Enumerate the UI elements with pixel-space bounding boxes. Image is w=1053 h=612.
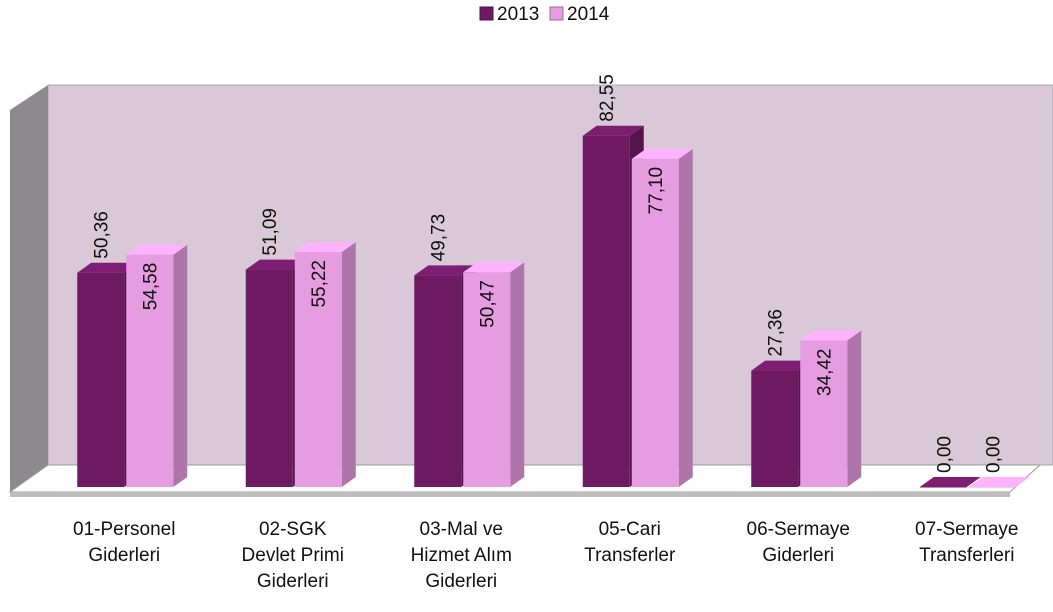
bar-side <box>510 262 525 487</box>
value-label: 34,42 <box>815 349 836 397</box>
x-tick-label: 05-Cari Transferler <box>584 519 676 566</box>
side-wall <box>10 85 48 492</box>
value-label: 50,36 <box>92 211 113 259</box>
x-tick-label: 01-Personel Giderleri <box>73 519 175 566</box>
x-tick-label: 06-Sermaye Giderleri <box>747 519 851 566</box>
value-label: 55,22 <box>309 260 330 308</box>
bar <box>294 252 342 487</box>
value-label: 0,00 <box>983 436 1004 473</box>
value-label: 27,36 <box>766 309 787 357</box>
bar <box>414 275 462 487</box>
bar-top <box>463 262 525 273</box>
legend-swatch <box>549 6 564 21</box>
bar <box>919 487 967 488</box>
bar-side <box>341 242 356 487</box>
value-label: 49,73 <box>429 214 450 262</box>
legend-label: 2013 <box>497 4 539 25</box>
bar-top <box>294 242 356 253</box>
value-label: 77,10 <box>646 167 667 215</box>
bar-top <box>919 477 981 487</box>
bar <box>77 272 125 487</box>
bar-side <box>847 330 862 487</box>
legend-label: 2014 <box>567 4 610 25</box>
bar-top <box>751 360 813 371</box>
bar-top <box>631 148 693 159</box>
bar <box>126 254 174 487</box>
bar <box>968 487 1016 488</box>
bar <box>582 135 630 487</box>
legend-swatch <box>479 6 494 21</box>
value-label: 0,00 <box>934 436 955 473</box>
bar-top <box>77 262 139 273</box>
x-tick-label: 03-Mal ve Hizmet Alım Giderleri <box>411 519 512 592</box>
back-wall <box>47 84 1053 466</box>
bar-top <box>126 244 188 255</box>
bar <box>631 158 679 487</box>
value-label: 50,47 <box>478 280 499 328</box>
bar <box>463 272 511 487</box>
bar-top <box>800 330 862 341</box>
bar <box>751 370 799 487</box>
x-tick-label: 07-Sermaye Transferleri <box>915 519 1019 566</box>
value-label: 54,58 <box>141 263 162 311</box>
x-tick-label: 02-SGK Devlet Primi Giderleri <box>242 519 344 592</box>
value-label: 82,55 <box>597 74 618 122</box>
bar-top <box>245 259 307 270</box>
floor-edge <box>10 492 1010 497</box>
bar-top <box>968 477 1030 487</box>
bar-side <box>173 244 188 487</box>
bar-top <box>414 265 476 276</box>
bar <box>245 269 293 487</box>
bar-side <box>678 148 693 487</box>
bar-top <box>582 125 644 136</box>
bar <box>800 340 848 487</box>
value-label: 51,09 <box>260 208 281 256</box>
